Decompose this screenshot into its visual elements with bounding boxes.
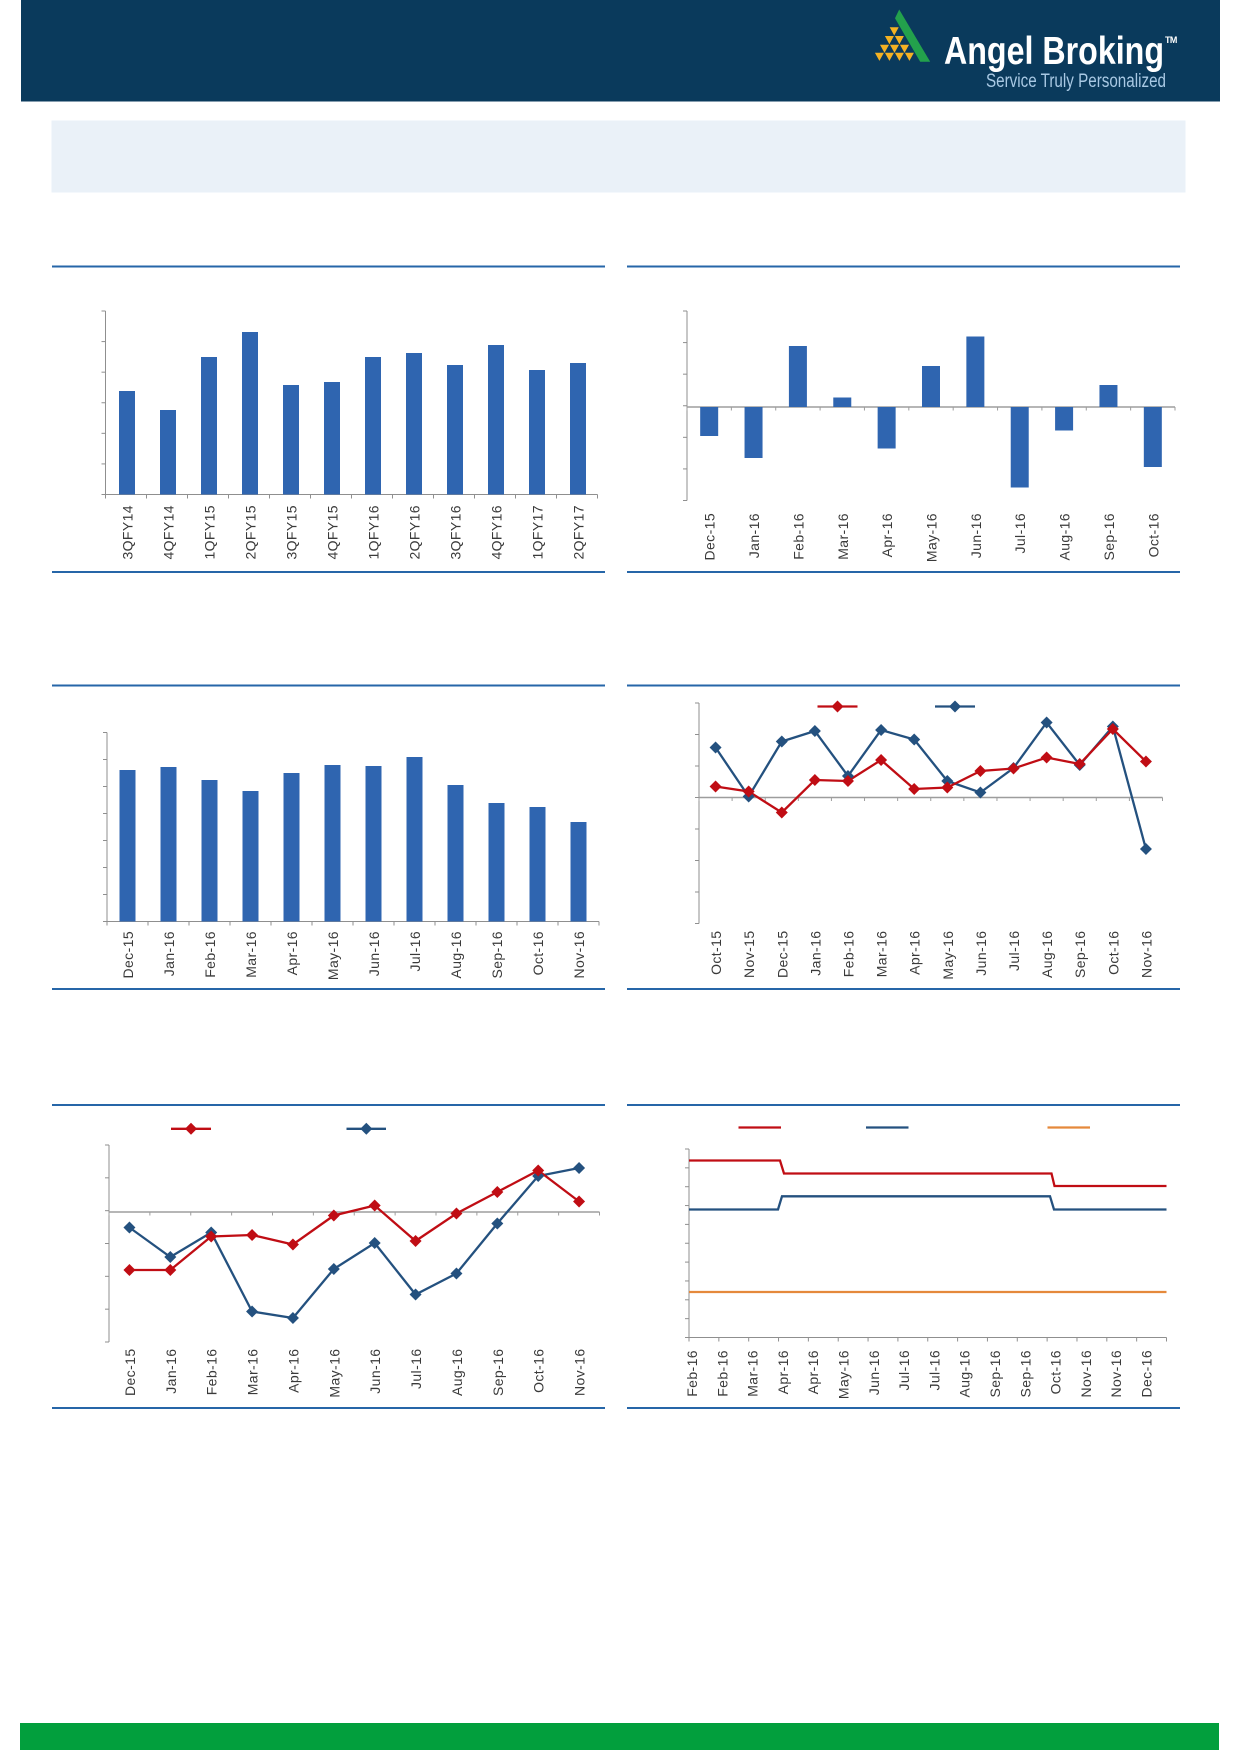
svg-text:Feb-16: Feb-16	[790, 513, 806, 560]
svg-text:Service Truly Personalized: Service Truly Personalized	[986, 71, 1166, 92]
svg-text:Dec-15: Dec-15	[702, 513, 718, 561]
svg-text:Jun-16: Jun-16	[973, 931, 989, 976]
svg-text:1QFY16: 1QFY16	[366, 505, 382, 560]
svg-text:Angel Broking: Angel Broking	[944, 30, 1164, 73]
svg-text:Aug-16: Aug-16	[1057, 513, 1073, 561]
svg-text:Feb-16: Feb-16	[684, 1350, 700, 1397]
svg-text:Mar-16: Mar-16	[245, 1349, 261, 1396]
svg-text:4QFY16: 4QFY16	[489, 505, 505, 560]
svg-text:4QFY14: 4QFY14	[161, 505, 177, 560]
svg-text:Oct-16: Oct-16	[531, 1349, 547, 1393]
svg-text:Nov-16: Nov-16	[571, 931, 587, 979]
svg-text:Nov-16: Nov-16	[572, 1349, 588, 1397]
svg-text:2QFY17: 2QFY17	[571, 505, 587, 560]
svg-text:Mar-16: Mar-16	[835, 513, 851, 560]
svg-text:Jan-16: Jan-16	[807, 931, 823, 976]
svg-text:Apr-16: Apr-16	[284, 931, 300, 975]
svg-text:Mar-16: Mar-16	[745, 1350, 761, 1397]
svg-text:Mar-16: Mar-16	[243, 931, 259, 978]
svg-text:Aug-16: Aug-16	[449, 1349, 465, 1397]
svg-text:Sep-16: Sep-16	[987, 1350, 1003, 1398]
svg-text:Oct-16: Oct-16	[1105, 931, 1121, 975]
svg-text:Oct-16: Oct-16	[1145, 513, 1161, 557]
svg-text:Jun-16: Jun-16	[366, 931, 382, 976]
svg-text:Jan-16: Jan-16	[163, 1349, 179, 1394]
svg-text:Jan-16: Jan-16	[746, 513, 762, 558]
svg-text:Feb-16: Feb-16	[840, 931, 856, 978]
svg-text:May-16: May-16	[836, 1350, 852, 1399]
svg-text:Apr-16: Apr-16	[805, 1350, 821, 1394]
svg-text:Jul-16: Jul-16	[408, 1349, 424, 1390]
svg-text:Aug-16: Aug-16	[957, 1350, 973, 1398]
svg-text:Jun-16: Jun-16	[866, 1350, 882, 1395]
svg-text:Oct-16: Oct-16	[1048, 1350, 1064, 1394]
svg-text:Jul-16: Jul-16	[896, 1350, 912, 1391]
svg-text:Aug-16: Aug-16	[1039, 931, 1055, 979]
svg-text:Jul-16: Jul-16	[1012, 513, 1028, 554]
svg-text:3QFY15: 3QFY15	[284, 505, 300, 560]
svg-text:Nov-16: Nov-16	[1078, 1350, 1094, 1398]
svg-text:Dec-15: Dec-15	[122, 1349, 138, 1397]
svg-text:Sep-16: Sep-16	[1072, 931, 1088, 979]
svg-text:TM: TM	[1165, 35, 1177, 45]
svg-text:2QFY15: 2QFY15	[243, 505, 259, 560]
svg-text:1QFY15: 1QFY15	[202, 505, 218, 560]
svg-text:3QFY16: 3QFY16	[448, 505, 464, 560]
svg-text:May-16: May-16	[924, 513, 940, 562]
svg-text:May-16: May-16	[326, 1349, 342, 1398]
svg-text:Apr-16: Apr-16	[907, 931, 923, 975]
svg-text:May-16: May-16	[325, 931, 341, 980]
svg-text:1QFY17: 1QFY17	[530, 505, 546, 560]
svg-text:Jun-16: Jun-16	[367, 1349, 383, 1394]
svg-text:Jan-16: Jan-16	[161, 931, 177, 976]
svg-text:Nov-15: Nov-15	[741, 931, 757, 979]
svg-text:Jul-16: Jul-16	[1006, 931, 1022, 972]
svg-text:May-16: May-16	[940, 931, 956, 980]
svg-text:Mar-16: Mar-16	[874, 931, 890, 978]
svg-text:Apr-16: Apr-16	[879, 513, 895, 557]
svg-text:Oct-16: Oct-16	[530, 931, 546, 975]
svg-text:Apr-16: Apr-16	[775, 1350, 791, 1394]
svg-text:Sep-16: Sep-16	[1101, 513, 1117, 561]
svg-text:Apr-16: Apr-16	[285, 1349, 301, 1393]
svg-text:Nov-16: Nov-16	[1108, 1350, 1124, 1398]
svg-text:3QFY14: 3QFY14	[120, 505, 136, 560]
svg-text:Jun-16: Jun-16	[968, 513, 984, 558]
svg-text:Dec-15: Dec-15	[120, 931, 136, 979]
svg-text:Feb-16: Feb-16	[714, 1350, 730, 1397]
svg-text:Oct-15: Oct-15	[708, 931, 724, 975]
svg-text:4QFY15: 4QFY15	[325, 505, 341, 560]
svg-text:Feb-16: Feb-16	[202, 931, 218, 978]
svg-text:2QFY16: 2QFY16	[407, 505, 423, 560]
svg-text:Jul-16: Jul-16	[926, 1350, 942, 1391]
svg-text:Sep-16: Sep-16	[489, 931, 505, 979]
svg-text:Aug-16: Aug-16	[448, 931, 464, 979]
svg-text:Feb-16: Feb-16	[204, 1349, 220, 1396]
svg-text:Sep-16: Sep-16	[1017, 1350, 1033, 1398]
svg-text:Nov-16: Nov-16	[1138, 931, 1154, 979]
svg-text:Jul-16: Jul-16	[407, 931, 423, 972]
svg-text:Sep-16: Sep-16	[490, 1349, 506, 1397]
svg-text:Dec-16: Dec-16	[1139, 1350, 1155, 1398]
svg-text:Dec-15: Dec-15	[774, 931, 790, 979]
